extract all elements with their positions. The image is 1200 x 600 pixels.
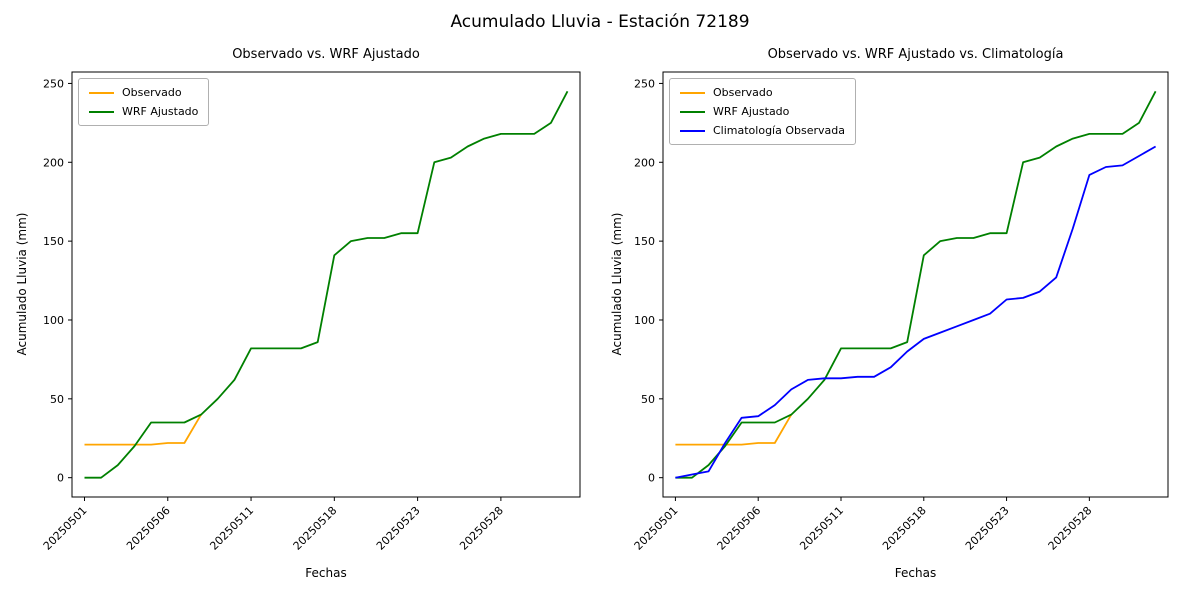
- svg-text:20250523: 20250523: [963, 504, 1012, 553]
- svg-text:20250501: 20250501: [41, 504, 90, 553]
- svg-text:20250501: 20250501: [632, 504, 681, 553]
- svg-text:100: 100: [634, 314, 655, 327]
- right-subplot-title: Observado vs. WRF Ajustado vs. Climatolo…: [767, 47, 1064, 62]
- svg-text:150: 150: [634, 235, 655, 248]
- right-subplot: Observado vs. WRF Ajustado vs. Climatolo…: [600, 0, 1200, 600]
- legend-item-observado: Observado: [680, 86, 845, 99]
- right-y-axis-label: Acumulado Lluvia (mm): [610, 212, 624, 356]
- legend-item-observado: Observado: [89, 86, 198, 99]
- left-chart-plot-area: 0 50 100 150 200 250 20250501 20250506 20250511 2…: [41, 71, 581, 553]
- right-legend: Observado WRF Ajustado Climatología Obse…: [669, 78, 856, 145]
- observado-line-swatch: [680, 91, 705, 94]
- svg-text:50: 50: [641, 393, 655, 406]
- legend-label-wrf-ajustado: WRF Ajustado: [713, 105, 790, 118]
- svg-text:20250506: 20250506: [124, 504, 173, 553]
- left-legend: Observado WRF Ajustado: [78, 78, 210, 126]
- svg-text:50: 50: [50, 393, 64, 406]
- climatologia-line-swatch: [680, 129, 705, 132]
- left-y-axis-label: Acumulado Lluvia (mm): [15, 212, 29, 356]
- legend-item-wrf-ajustado: WRF Ajustado: [680, 105, 845, 118]
- svg-text:20250528: 20250528: [457, 504, 506, 553]
- svg-text:20250506: 20250506: [715, 504, 764, 553]
- legend-label-wrf-ajustado: WRF Ajustado: [122, 105, 199, 118]
- legend-item-climatologia: Climatología Observada: [680, 124, 845, 137]
- left-subplot-title: Observado vs. WRF Ajustado: [232, 47, 420, 62]
- svg-text:250: 250: [634, 77, 655, 90]
- svg-text:0: 0: [57, 472, 64, 485]
- legend-label-observado: Observado: [713, 86, 773, 99]
- svg-text:20250528: 20250528: [1046, 504, 1095, 553]
- legend-item-wrf-ajustado: WRF Ajustado: [89, 105, 198, 118]
- svg-text:20250511: 20250511: [797, 504, 846, 553]
- svg-text:20250518: 20250518: [291, 504, 340, 553]
- left-subplot: Observado vs. WRF Ajustado 0 50 100 150 200 2…: [15, 47, 581, 580]
- svg-text:20250518: 20250518: [880, 504, 929, 553]
- svg-text:0: 0: [648, 472, 655, 485]
- right-x-axis-label: Fechas: [894, 566, 937, 580]
- figure-title: Acumulado Lluvia - Estación 72189: [450, 12, 750, 32]
- svg-text:200: 200: [634, 156, 655, 169]
- svg-text:20250511: 20250511: [207, 504, 256, 553]
- observado-line-swatch: [89, 91, 114, 94]
- legend-label-observado: Observado: [122, 86, 182, 99]
- left-x-axis-label: Fechas: [305, 566, 347, 580]
- wrf-ajustado-line-swatch: [89, 110, 114, 113]
- svg-text:150: 150: [43, 235, 64, 248]
- svg-text:200: 200: [43, 156, 64, 169]
- legend-label-climatologia: Climatología Observada: [713, 124, 845, 137]
- right-chart-plot-area: 0 50 100 150 200 250 20250501 20250506 20250511 2…: [632, 71, 1169, 553]
- svg-text:250: 250: [43, 77, 64, 90]
- svg-text:100: 100: [43, 314, 64, 327]
- svg-text:20250523: 20250523: [374, 504, 423, 553]
- wrf-ajustado-line-swatch: [680, 110, 705, 113]
